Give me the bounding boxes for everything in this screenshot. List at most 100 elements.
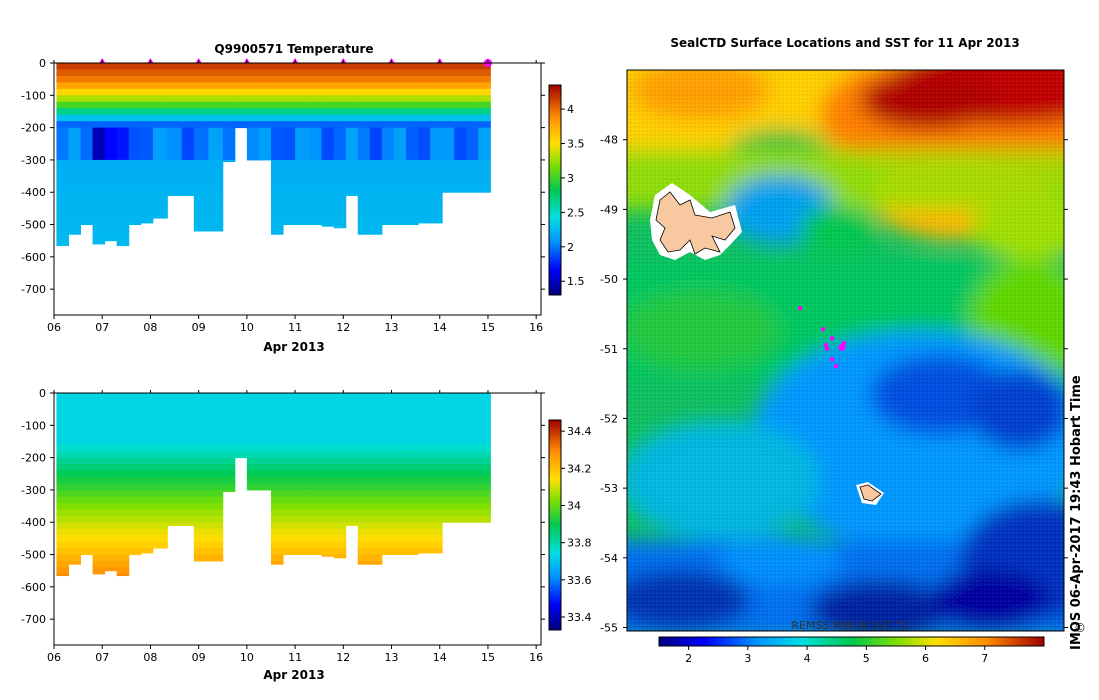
salinity-profile-column [258,393,272,491]
y-tick-label: -600 [21,581,46,594]
x-tick-label: 11 [288,651,302,664]
salinity-profile-column [295,393,311,556]
x-tick-label: 06 [47,651,61,664]
seal-location-marker [820,327,826,332]
temperature-colorbar-ticks: 1.5 2 2.5 3 3.5 4 [561,103,585,288]
salinity-profile-column [208,393,224,562]
sst-colorbar [658,636,1045,647]
temperature-title: Q9900571 Temperature [214,42,373,56]
salinity-profile-column [442,393,455,523]
temperature-profile-column [208,63,224,232]
x-tick-label: 11 [288,321,302,334]
seal-location-marker [797,306,803,311]
salinity-profile-column [234,393,248,459]
salinity-profile-column [430,393,443,554]
salinity-profile-column [80,393,94,556]
y-tick-label: -500 [21,549,46,562]
temperature-profile-column [381,63,395,226]
copyright-symbol: © [1074,621,1086,635]
x-tick-label: 09 [192,321,206,334]
temperature-panel: Q9900571 Temperature 0 -100 -200 -300 -400 -5… [21,42,584,354]
salinity-profile-column [369,393,383,565]
temperature-colorbar [548,84,562,296]
y-tick-label: -100 [21,89,46,102]
salinity-profile-column [140,393,154,554]
seal-locations [797,306,847,369]
temperature-profile-column [418,63,431,224]
salinity-profile-column [104,393,118,572]
salinity-panel: 0 -100 -200 -300 -400 -500 -600 -700 06 07 08 09 10… [21,387,591,682]
temperature-profile-column [68,63,82,235]
salinity-profile-column [116,393,130,577]
x-tick-label: 13 [385,321,399,334]
y-tick-label: -600 [21,251,46,264]
salinity-axes-frame [53,392,542,646]
map-title: SealCTD Surface Locations and SST for 11… [670,36,1019,50]
y-tick-label: -700 [21,283,46,296]
salinity-x-axis: 06 07 08 09 10 11 12 13 14 15 16 [47,390,543,664]
sst-celsius-tick-label: 3 [744,652,751,665]
x-tick-label: 15 [481,651,495,664]
salinity-profile-column [454,393,467,523]
temperature-profile-column [140,63,154,224]
x-tick-label: 08 [143,321,157,334]
temperature-profile-column [309,63,323,226]
seal-location-marker [833,363,839,369]
latitude-tick-label: -55 [600,622,618,635]
x-tick-label: 10 [240,321,254,334]
x-tick-label: 07 [95,651,109,664]
latitude-tick-label: -54 [600,552,618,565]
colorbar-tick-label: 2 [567,241,574,254]
y-tick-label: -700 [21,613,46,626]
salinity-profile-column [152,393,168,549]
x-tick-label: 14 [433,321,447,334]
heard-island [856,482,884,505]
latitude-tick-label: -48 [600,134,618,147]
latitude-tick-label: -53 [600,482,618,495]
colorbar-tick-label: 33.6 [567,574,592,587]
salinity-profile-column [56,393,69,577]
map-latitude-axis: -48 -49 -50 -51 -52 -53 -54 -55 [600,134,1068,635]
y-tick-label: -500 [21,219,46,232]
colorbar-tick-label: 34.2 [567,462,592,475]
y-tick-label: 0 [39,57,46,70]
y-tick-label: 0 [39,387,46,400]
salinity-profile-column [283,393,296,556]
x-tick-label: 16 [529,651,543,664]
salinity-profile-column [68,393,82,565]
salinity-profile-column [381,393,395,556]
y-tick-label: -400 [21,516,46,529]
temperature-profile-column [152,63,168,219]
latitude-tick-label: -52 [600,412,618,425]
salinity-profile-column [92,393,106,575]
sst-celsius-tick-label: 7 [981,652,988,665]
y-tick-label: -200 [21,122,46,135]
salinity-profile-column [466,393,479,523]
temperature-profile-column [92,63,106,245]
salinity-colorbar-ticks: 33.4 33.6 33.8 34 34.2 34.4 [561,425,592,624]
x-tick-label: 14 [433,651,447,664]
temperature-profile-column [181,63,195,196]
x-tick-label: 15 [481,321,495,334]
temperature-axes-frame [53,62,542,316]
temperature-profile-column [454,63,467,193]
salinity-profile-column [333,393,347,559]
temperature-profile-column [442,63,455,193]
temperature-profile-column [80,63,94,226]
sst-celsius-tick-label: 4 [804,652,811,665]
seal-location-marker [829,336,835,341]
salinity-profile-column [128,393,142,556]
temperature-profile-column [234,63,248,129]
temperature-profile-column [295,63,311,226]
y-tick-label: -300 [21,154,46,167]
temperature-profile-column [56,63,69,247]
salinity-y-axis: 0 -100 -200 -300 -400 -500 -600 -700 [21,387,545,626]
seal-location-marker [838,343,846,351]
y-tick-label: -200 [21,452,46,465]
seal-location-marker [824,346,830,351]
salinity-profile-column [418,393,431,554]
salinity-xlabel: Apr 2013 [263,668,324,682]
salinity-profile-column [246,393,260,491]
temperature-profile-column [369,63,383,235]
